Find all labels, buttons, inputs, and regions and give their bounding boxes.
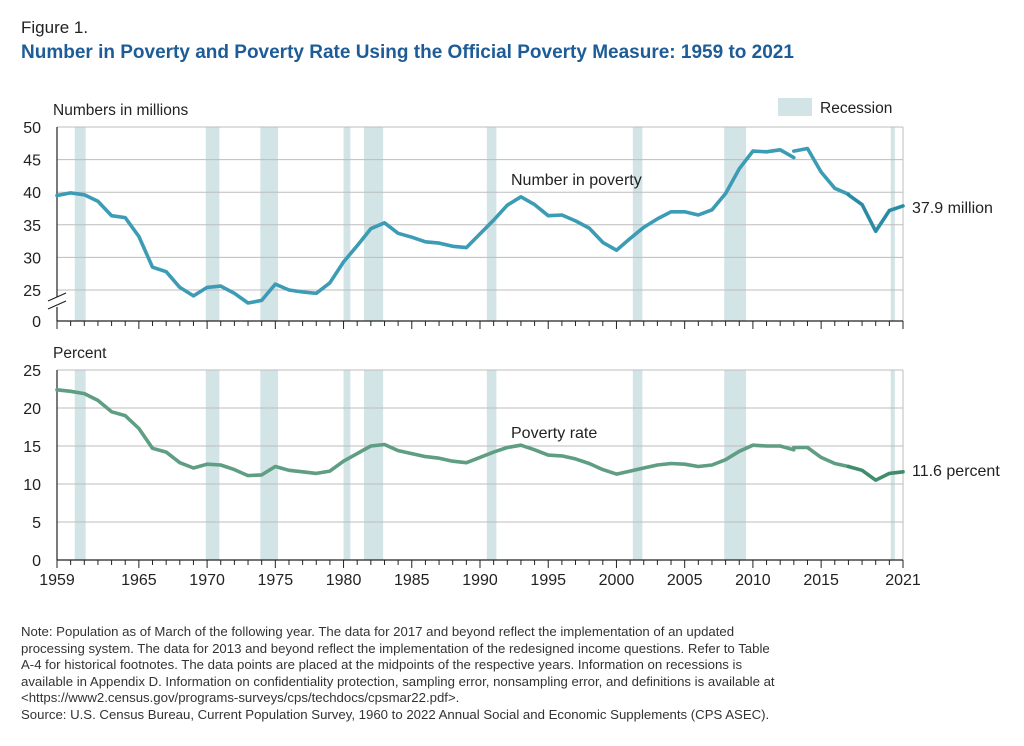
axis-break-mark	[47, 292, 67, 302]
series-line-segment	[846, 193, 905, 234]
series-line-segment	[846, 464, 905, 483]
y-tick-label: 5	[32, 515, 41, 532]
y-tick-label: 10	[23, 477, 41, 494]
recession-band	[343, 127, 351, 321]
series-label: Number in poverty	[511, 172, 642, 189]
rate-panel: 25 20 15 10 5 0 Percent Poverty rate 11.6 percen…	[23, 345, 1000, 570]
footnote: Note: Population as of March of the foll…	[21, 624, 1011, 724]
x-tick-label: 2015	[803, 572, 839, 589]
recession-band	[632, 370, 643, 560]
legend: Recession	[778, 98, 892, 117]
note-line-1: Note: Population as of March of the foll…	[21, 624, 735, 639]
x-tick-label: 2021	[885, 572, 921, 589]
y-tick-label: 0	[32, 314, 41, 331]
y-tick-label: 30	[23, 250, 41, 267]
x-tick-label: 1995	[530, 572, 566, 589]
note-line-5: <https://www2.census.gov/programs-survey…	[21, 690, 460, 706]
y-tick-label: 20	[23, 401, 41, 418]
recession-band	[74, 127, 86, 321]
y-axis-label: Numbers in millions	[53, 102, 188, 119]
end-value-label: 11.6 percent	[912, 463, 1000, 480]
x-axis-labels: 1959 1965 1970 1975 1980 1985 1990 1995 2000 2005…	[39, 572, 921, 589]
x-tick-label: 1970	[189, 572, 225, 589]
x-tick-label: 1965	[121, 572, 157, 589]
figure-label: Figure 1.	[21, 18, 89, 37]
series-line-segment	[791, 146, 851, 196]
chart-title: Number in Poverty and Poverty Rate Using…	[21, 42, 794, 63]
x-tick-label: 1975	[258, 572, 294, 589]
y-tick-label: 15	[23, 439, 41, 456]
series-label: Poverty rate	[511, 425, 597, 442]
x-tick-label: 2000	[599, 572, 635, 589]
series-line-segment	[55, 387, 796, 478]
recession-band	[486, 370, 497, 560]
recession-band	[890, 370, 895, 560]
series-line-segment	[791, 445, 851, 469]
number-panel: 50 45 40 35 30 25 0 Numbers in millions Number i…	[23, 102, 993, 331]
recession-band	[260, 127, 279, 321]
recession-band	[205, 127, 220, 321]
recession-band	[74, 370, 86, 560]
note-line-2: processing system. The data for 2013 and…	[21, 640, 770, 656]
series-line-segment	[55, 148, 796, 305]
y-axis-label: Percent	[53, 345, 107, 362]
note-line-3: A-4 for historical footnotes. The data p…	[21, 657, 743, 673]
y-tick-label: 50	[23, 120, 41, 137]
x-tick-label: 1985	[394, 572, 430, 589]
legend-recession-swatch	[778, 98, 812, 116]
legend-recession-label: Recession	[820, 100, 892, 117]
y-tick-label: 25	[23, 283, 41, 300]
recession-band	[724, 127, 747, 321]
y-tick-label: 25	[23, 363, 41, 380]
axis-break-mark	[47, 300, 67, 310]
recession-band	[890, 127, 895, 321]
x-tick-label: 2010	[735, 572, 771, 589]
end-value-label: 37.9 million	[912, 200, 993, 217]
y-tick-label: 45	[23, 153, 41, 170]
recession-band	[364, 127, 384, 321]
x-tick-label: 1980	[326, 572, 362, 589]
recession-band	[632, 127, 643, 321]
x-tick-label: 1959	[39, 572, 75, 589]
recession-band	[724, 370, 747, 560]
y-tick-label: 40	[23, 185, 41, 202]
y-tick-label: 35	[23, 218, 41, 235]
x-tick-label: 1990	[462, 572, 498, 589]
recession-band	[343, 370, 351, 560]
source-line: Source: U.S. Census Bureau, Current Popu…	[21, 706, 770, 722]
y-tick-label: 0	[32, 553, 41, 570]
note-line-4: available in Appendix D. Information on …	[21, 673, 775, 689]
recession-band	[260, 370, 279, 560]
recession-band	[364, 370, 384, 560]
x-tick-label: 2005	[667, 572, 703, 589]
